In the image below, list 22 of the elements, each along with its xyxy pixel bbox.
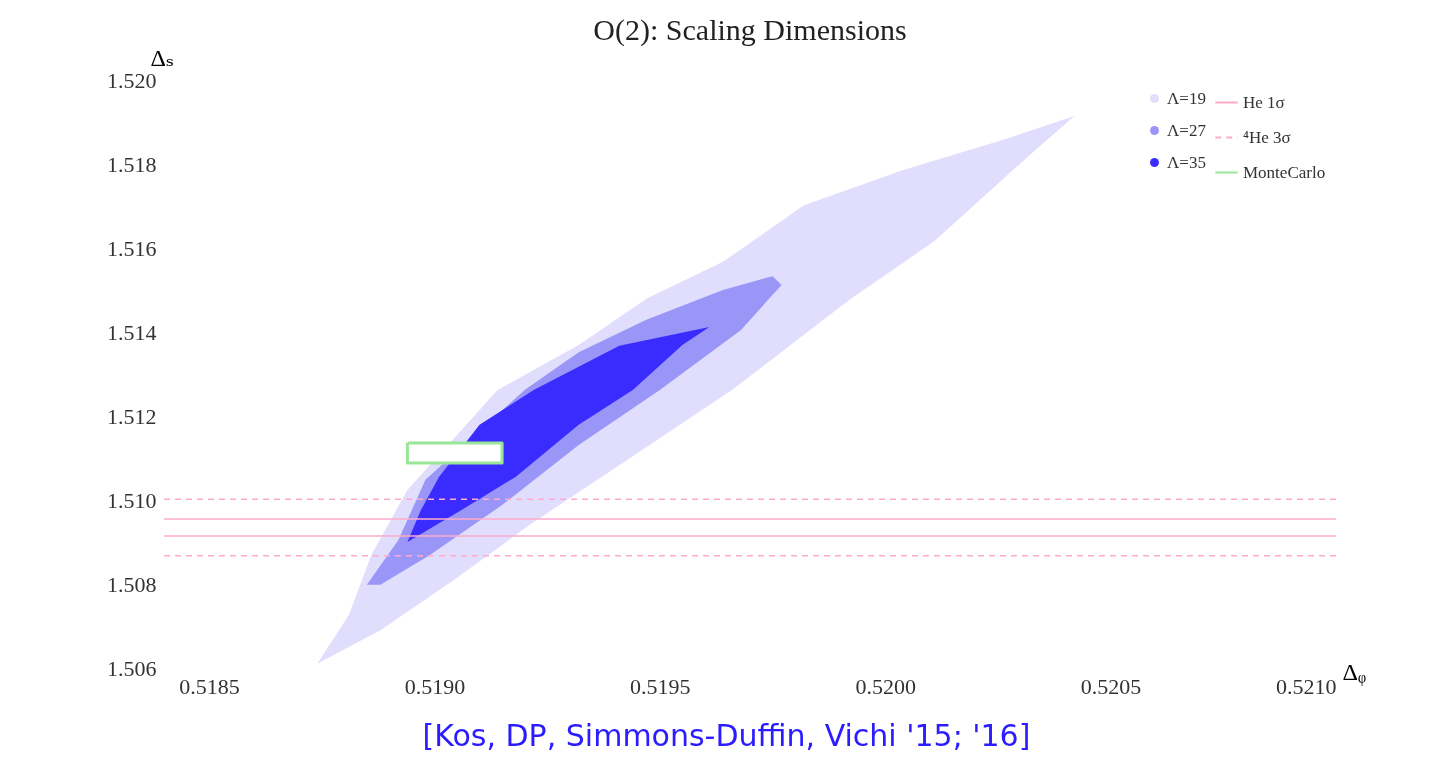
x-tick-label: 0.5200 [855, 673, 916, 699]
y-tick-label: 1.514 [107, 319, 157, 345]
legend-label: ⁴He 3σ [1243, 127, 1291, 147]
y-tick-label: 1.512 [107, 403, 157, 429]
x-tick-label: 0.5195 [630, 673, 691, 699]
x-tick-label: 0.5185 [179, 673, 240, 699]
y-tick-label: 1.518 [107, 151, 157, 177]
x-tick-label: 0.5190 [404, 673, 466, 699]
y-tick-label: 1.508 [107, 571, 157, 597]
chart-title: O(2): Scaling Dimensions [593, 13, 907, 47]
y-tick-label: 1.516 [107, 235, 157, 261]
x-axis-title: Δᵩ [1342, 658, 1366, 686]
text: [Kos, DP, Simmons-Duffin, Vichi '15; '16] [421, 718, 1032, 753]
legend-label: Λ=27 [1167, 120, 1207, 140]
y-tick-label: 1.510 [107, 487, 157, 513]
x-tick-label: 0.5205 [1080, 673, 1142, 699]
legend-label: Λ=35 [1167, 152, 1206, 172]
y-tick-label: 1.506 [107, 655, 157, 681]
legend-label: Λ=19 [1167, 88, 1206, 108]
legend-label: MonteCarlo [1243, 162, 1326, 182]
legend-label: He 1σ [1243, 92, 1285, 112]
x-tick-label: 0.5210 [1276, 673, 1337, 699]
